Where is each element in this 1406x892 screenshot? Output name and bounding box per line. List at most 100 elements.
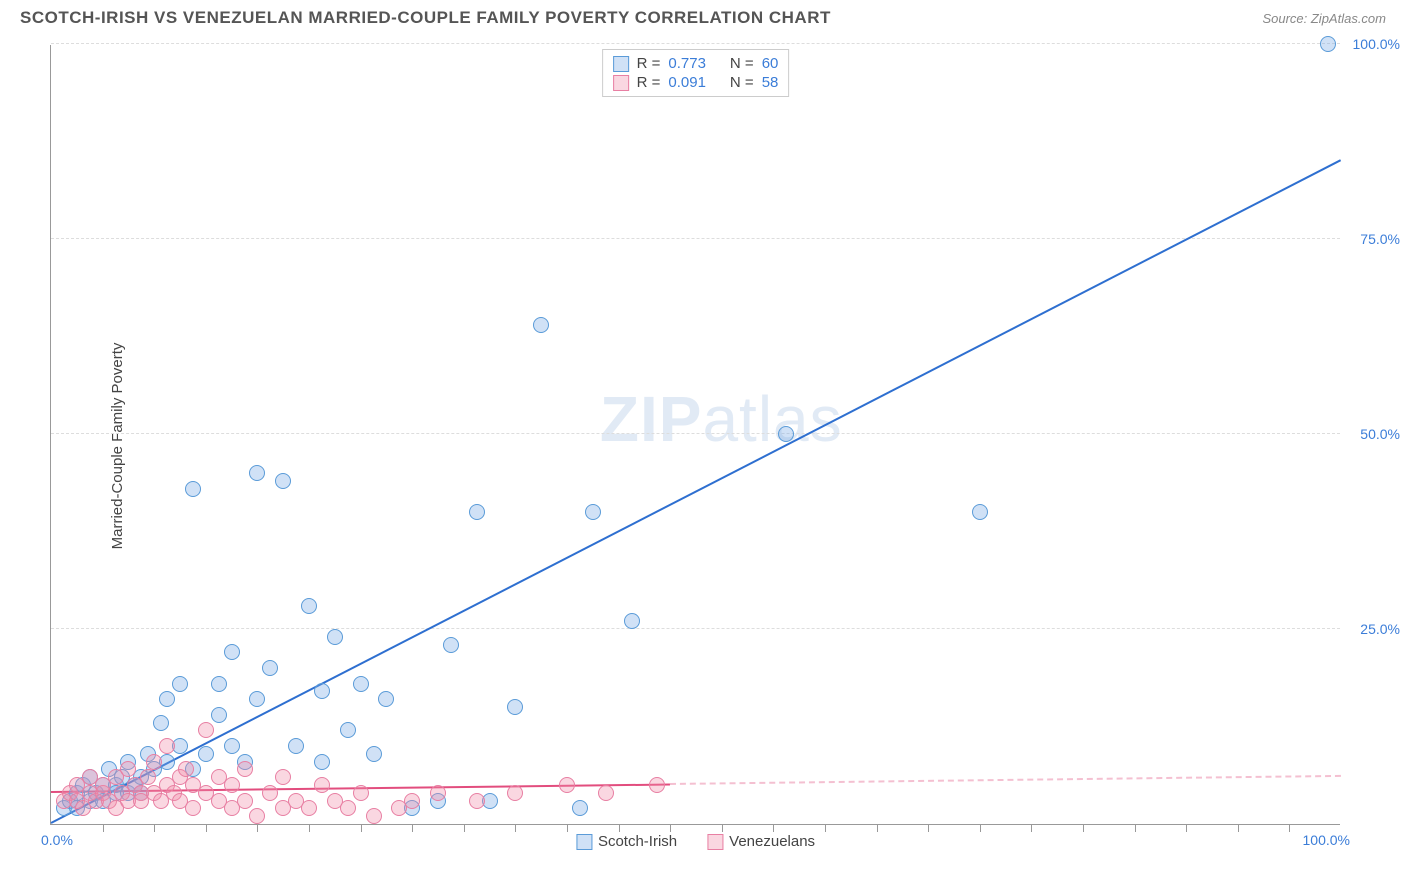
data-point <box>430 785 446 801</box>
legend-row-venezuelans: R = 0.091 N = 58 <box>613 73 779 92</box>
data-point <box>159 738 175 754</box>
data-point <box>288 738 304 754</box>
x-axis-tick <box>515 824 516 832</box>
data-point <box>598 785 614 801</box>
data-point <box>249 465 265 481</box>
swatch-icon <box>613 56 629 72</box>
scatter-chart: ZIPatlas R = 0.773 N = 60 R = 0.091 N = … <box>50 45 1340 825</box>
data-point <box>249 691 265 707</box>
x-axis-tick <box>1031 824 1032 832</box>
x-axis-tick <box>1083 824 1084 832</box>
data-point <box>585 504 601 520</box>
data-point <box>224 777 240 793</box>
data-point <box>443 637 459 653</box>
data-point <box>275 473 291 489</box>
data-point <box>159 691 175 707</box>
data-point <box>301 800 317 816</box>
data-point <box>275 769 291 785</box>
x-axis-tick <box>619 824 620 832</box>
data-point <box>507 785 523 801</box>
x-axis-tick <box>464 824 465 832</box>
data-point <box>559 777 575 793</box>
data-point <box>572 800 588 816</box>
gridline <box>51 238 1340 239</box>
y-axis-tick-label: 25.0% <box>1360 621 1400 637</box>
data-point <box>198 722 214 738</box>
x-axis-tick <box>722 824 723 832</box>
data-point <box>140 769 156 785</box>
source-attribution: Source: ZipAtlas.com <box>1262 11 1386 26</box>
x-axis-tick <box>257 824 258 832</box>
data-point <box>198 746 214 762</box>
data-point <box>262 785 278 801</box>
data-point <box>353 676 369 692</box>
x-axis-tick <box>825 824 826 832</box>
data-point <box>366 746 382 762</box>
data-point <box>649 777 665 793</box>
x-axis-tick <box>1289 824 1290 832</box>
y-axis-tick-label: 100.0% <box>1353 36 1400 52</box>
x-axis-tick <box>980 824 981 832</box>
data-point <box>378 691 394 707</box>
swatch-icon <box>613 75 629 91</box>
legend-item-scotch-irish: Scotch-Irish <box>576 833 677 850</box>
data-point <box>624 613 640 629</box>
correlation-legend: R = 0.773 N = 60 R = 0.091 N = 58 <box>602 49 790 97</box>
data-point <box>146 754 162 770</box>
data-point <box>314 754 330 770</box>
data-point <box>507 699 523 715</box>
data-point <box>1320 36 1336 52</box>
data-point <box>172 676 188 692</box>
regression-line-dashed <box>670 775 1341 785</box>
x-axis-tick <box>206 824 207 832</box>
watermark: ZIPatlas <box>600 382 843 456</box>
data-point <box>262 660 278 676</box>
data-point <box>185 800 201 816</box>
swatch-icon <box>576 834 592 850</box>
x-axis-tick <box>1135 824 1136 832</box>
data-point <box>533 317 549 333</box>
gridline <box>51 628 1340 629</box>
legend-row-scotch-irish: R = 0.773 N = 60 <box>613 54 779 73</box>
data-point <box>314 777 330 793</box>
regression-line <box>51 159 1342 824</box>
x-axis-tick <box>567 824 568 832</box>
x-axis-tick <box>928 824 929 832</box>
x-axis-tick <box>670 824 671 832</box>
gridline <box>51 43 1340 44</box>
data-point <box>353 785 369 801</box>
series-legend: Scotch-Irish Venezuelans <box>576 833 815 850</box>
data-point <box>301 598 317 614</box>
data-point <box>972 504 988 520</box>
x-axis-tick-end: 100.0% <box>1303 832 1350 848</box>
gridline <box>51 433 1340 434</box>
data-point <box>211 676 227 692</box>
data-point <box>469 504 485 520</box>
data-point <box>778 426 794 442</box>
data-point <box>185 481 201 497</box>
legend-item-venezuelans: Venezuelans <box>707 833 815 850</box>
x-axis-tick <box>1186 824 1187 832</box>
x-axis-tick <box>154 824 155 832</box>
x-axis-tick-start: 0.0% <box>41 832 73 848</box>
x-axis-tick <box>103 824 104 832</box>
x-axis-tick <box>877 824 878 832</box>
x-axis-tick <box>309 824 310 832</box>
y-axis-tick-label: 75.0% <box>1360 231 1400 247</box>
data-point <box>469 793 485 809</box>
data-point <box>340 722 356 738</box>
data-point <box>237 761 253 777</box>
swatch-icon <box>707 834 723 850</box>
data-point <box>178 761 194 777</box>
x-axis-tick <box>361 824 362 832</box>
x-axis-tick <box>773 824 774 832</box>
data-point <box>224 738 240 754</box>
data-point <box>249 808 265 824</box>
data-point <box>120 761 136 777</box>
data-point <box>237 793 253 809</box>
x-axis-tick <box>1238 824 1239 832</box>
data-point <box>366 808 382 824</box>
y-axis-tick-label: 50.0% <box>1360 426 1400 442</box>
data-point <box>153 715 169 731</box>
data-point <box>224 644 240 660</box>
